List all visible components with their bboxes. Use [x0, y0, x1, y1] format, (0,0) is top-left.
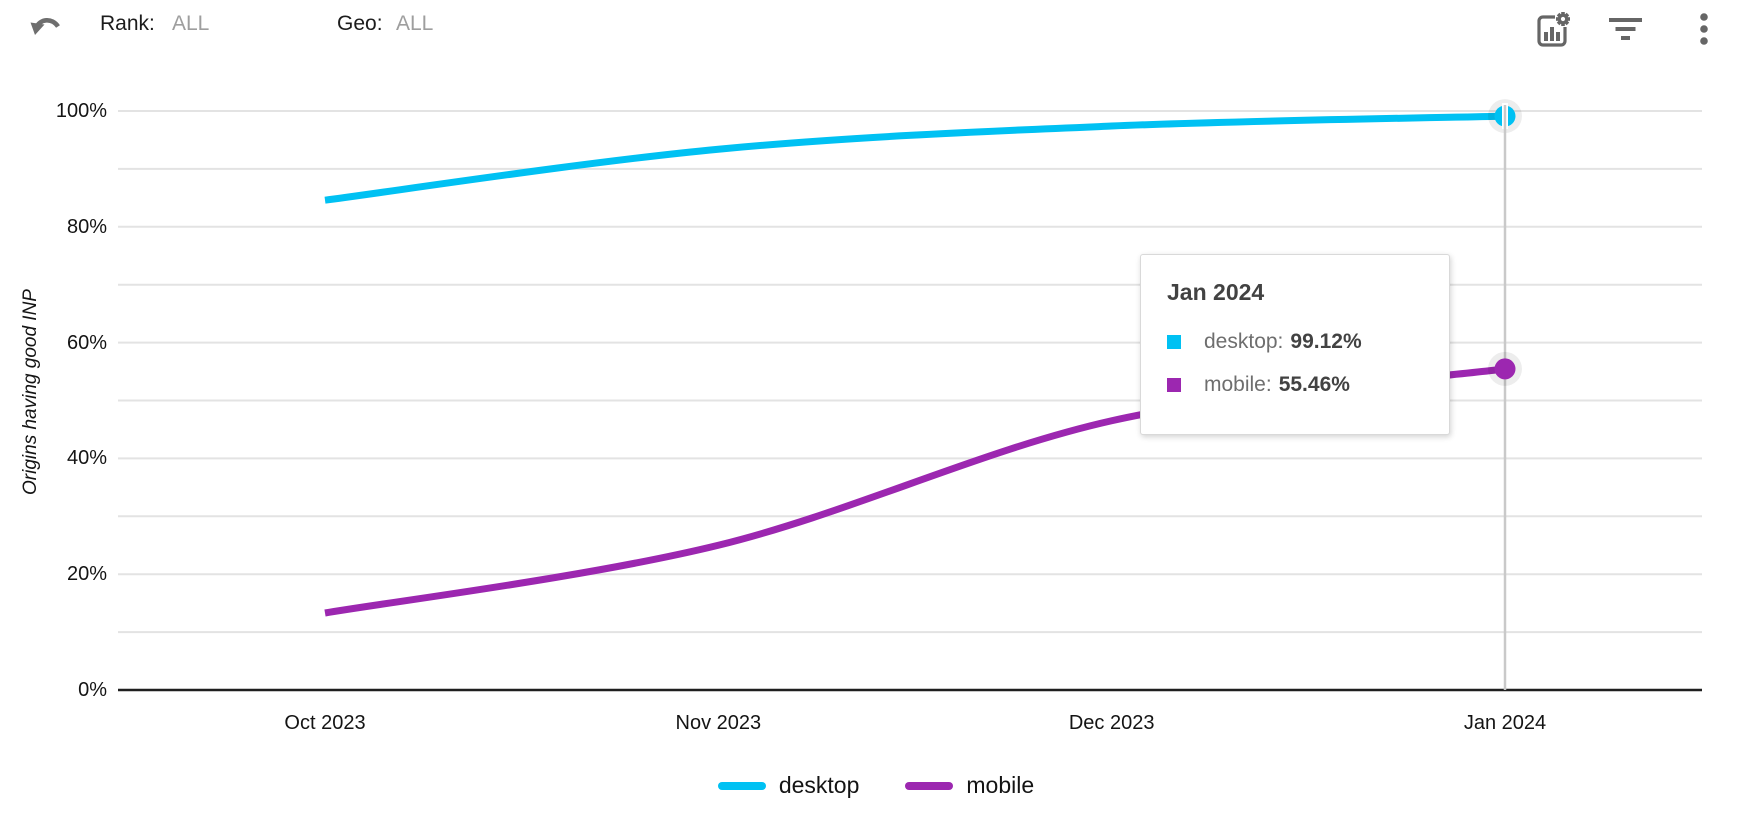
- rank-filter-label: Rank:: [100, 12, 155, 35]
- chart-legend: desktop mobile: [0, 772, 1752, 799]
- undo-button[interactable]: [27, 11, 65, 50]
- chart-settings-icon: [1537, 12, 1570, 47]
- undo-arrow-icon: [30, 18, 60, 35]
- x-tick-label: Oct 2023: [284, 712, 366, 734]
- y-tick-label: 100%: [55, 100, 107, 122]
- desktop-series-swatch: [1167, 335, 1181, 349]
- rank-filter-value[interactable]: ALL: [172, 12, 210, 35]
- mobile-endpoint-marker[interactable]: [1494, 358, 1516, 380]
- legend-item-desktop: desktop: [717, 772, 860, 799]
- tooltip-value: 99.12%: [1290, 330, 1362, 353]
- x-tick-label: Jan 2024: [1463, 712, 1547, 734]
- filter-icon: [1609, 18, 1642, 40]
- chart-plot-area[interactable]: [0, 0, 1752, 770]
- tooltip-value: 55.46%: [1278, 373, 1350, 396]
- tooltip-title: Jan 2024: [1167, 279, 1265, 305]
- legend-label: mobile: [966, 772, 1035, 798]
- y-tick-label: 60%: [66, 331, 107, 354]
- y-tick-label: 40%: [66, 447, 107, 470]
- tooltip-label: desktop:: [1204, 330, 1284, 353]
- chart-tooltip: Jan 2024 desktop: 99.12% mobile: 55.46%: [1140, 254, 1450, 435]
- kebab-menu-icon: [1700, 13, 1708, 45]
- y-tick-label: 0%: [78, 679, 107, 701]
- legend-label: desktop: [778, 772, 860, 798]
- y-tick-label: 80%: [66, 215, 107, 238]
- geo-filter-value[interactable]: ALL: [396, 12, 434, 35]
- mobile-legend-swatch: [905, 781, 954, 790]
- legend-item-mobile: mobile: [905, 772, 1034, 799]
- geo-filter-label: Geo:: [337, 12, 383, 35]
- tooltip-row-desktop: desktop: 99.12%: [1167, 330, 1429, 354]
- chart-settings-button[interactable]: [1532, 10, 1572, 55]
- mobile-series-swatch: [1167, 378, 1181, 392]
- tooltip-row-mobile: mobile: 55.46%: [1167, 373, 1429, 397]
- y-tick-label: 20%: [66, 563, 107, 586]
- filter-button[interactable]: [1608, 15, 1644, 48]
- desktop-series-line[interactable]: [324, 112, 1506, 204]
- x-tick-label: Nov 2023: [675, 712, 762, 734]
- desktop-legend-swatch: [717, 781, 766, 790]
- more-options-button[interactable]: [1698, 12, 1710, 53]
- x-tick-label: Dec 2023: [1068, 712, 1155, 734]
- tooltip-label: mobile:: [1204, 373, 1272, 396]
